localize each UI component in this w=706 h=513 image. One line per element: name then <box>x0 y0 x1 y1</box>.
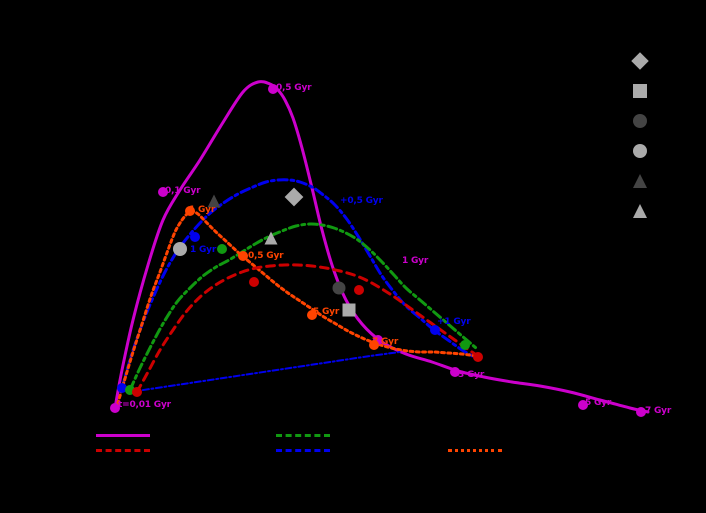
line-style-legend <box>0 424 706 464</box>
curve-node-point <box>117 383 127 393</box>
curve-node-point <box>249 277 259 287</box>
curve-node-point <box>369 340 379 350</box>
curve-node-point <box>354 285 364 295</box>
curve-node-point <box>473 352 483 362</box>
square-marker <box>633 84 647 98</box>
circle-data-marker <box>332 281 346 295</box>
triangle-data-marker <box>264 231 278 245</box>
curve-node-point <box>158 187 168 197</box>
curve-node-point <box>217 244 227 254</box>
baseline-fan <box>129 351 401 393</box>
legend-green-swatch <box>276 433 330 437</box>
legend-orange-swatch <box>448 448 502 452</box>
curve-node-point <box>110 403 120 413</box>
legend-magenta <box>96 428 156 442</box>
legend-magenta-swatch <box>96 433 150 437</box>
diamond-data-marker <box>284 187 304 207</box>
legend-orange <box>448 443 508 457</box>
curve-node-point <box>578 400 588 410</box>
dark-circle-marker <box>633 114 647 128</box>
symbol-legend-row <box>626 76 654 106</box>
curve-node-point <box>185 206 195 216</box>
curve-node-point <box>307 310 317 320</box>
dark-triangle-marker <box>633 174 647 188</box>
curve-node-point <box>460 340 470 350</box>
legend-darkred <box>96 443 156 457</box>
symbol-legend <box>626 46 654 226</box>
curve-node-point <box>636 407 646 417</box>
track-orange <box>114 209 478 412</box>
triangle-data-marker <box>207 194 221 208</box>
curve-node-point <box>238 251 248 261</box>
symbol-legend-row <box>626 196 654 226</box>
curve-node-point <box>430 325 440 335</box>
legend-green <box>276 428 336 442</box>
light-triangle-marker <box>633 204 647 218</box>
curve-node-point <box>450 367 460 377</box>
data-point-markers <box>173 187 356 317</box>
symbol-legend-row <box>626 166 654 196</box>
curve-node-point <box>190 232 200 242</box>
legend-blue-swatch <box>276 448 330 452</box>
track-green <box>128 222 478 392</box>
light-circle-marker <box>633 144 647 158</box>
curve-node-points <box>110 84 646 417</box>
legend-darkred-swatch <box>96 448 150 452</box>
diamond-marker <box>631 52 649 70</box>
circle-data-marker <box>173 242 187 256</box>
curve-node-point <box>132 387 142 397</box>
symbol-legend-row <box>626 106 654 136</box>
symbol-legend-row <box>626 136 654 166</box>
legend-blue <box>276 443 336 457</box>
curves-group <box>113 80 650 414</box>
square-data-marker <box>342 303 356 317</box>
track-darkred <box>135 263 480 394</box>
symbol-legend-row <box>626 46 654 76</box>
curve-node-point <box>268 84 278 94</box>
